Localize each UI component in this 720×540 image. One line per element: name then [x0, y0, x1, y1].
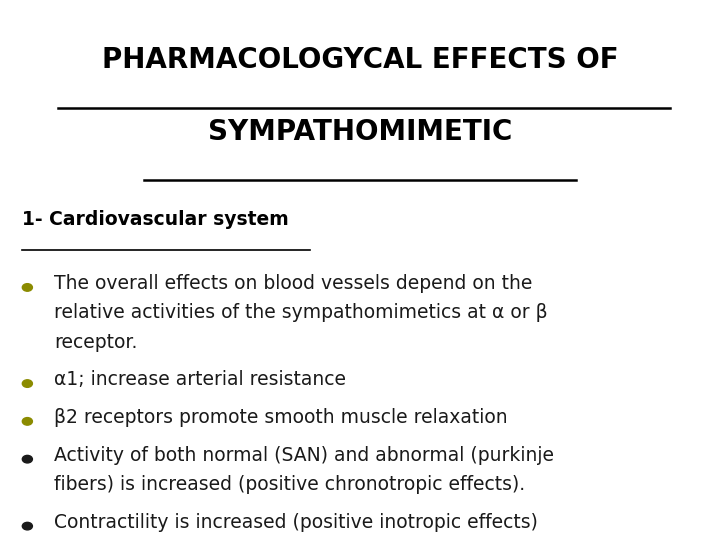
Text: Activity of both normal (SAN) and abnormal (purkinje: Activity of both normal (SAN) and abnorm…	[54, 446, 554, 465]
Text: β2 receptors promote smooth muscle relaxation: β2 receptors promote smooth muscle relax…	[54, 408, 508, 427]
Circle shape	[22, 417, 32, 425]
Circle shape	[22, 380, 32, 387]
Text: receptor.: receptor.	[54, 333, 138, 352]
Text: PHARMACOLOGYCAL EFFECTS OF: PHARMACOLOGYCAL EFFECTS OF	[102, 46, 618, 74]
Text: relative activities of the sympathomimetics at α or β: relative activities of the sympathomimet…	[54, 303, 548, 322]
Text: α1; increase arterial resistance: α1; increase arterial resistance	[54, 370, 346, 389]
Text: Contractility is increased (positive inotropic effects): Contractility is increased (positive ino…	[54, 513, 538, 532]
Text: SYMPATHOMIMETIC: SYMPATHOMIMETIC	[208, 118, 512, 146]
Text: 1- Cardiovascular system: 1- Cardiovascular system	[22, 210, 288, 228]
Circle shape	[22, 522, 32, 530]
Circle shape	[22, 455, 32, 463]
Text: fibers) is increased (positive chronotropic effects).: fibers) is increased (positive chronotro…	[54, 475, 525, 494]
Circle shape	[22, 284, 32, 291]
Text: The overall effects on blood vessels depend on the: The overall effects on blood vessels dep…	[54, 274, 532, 293]
